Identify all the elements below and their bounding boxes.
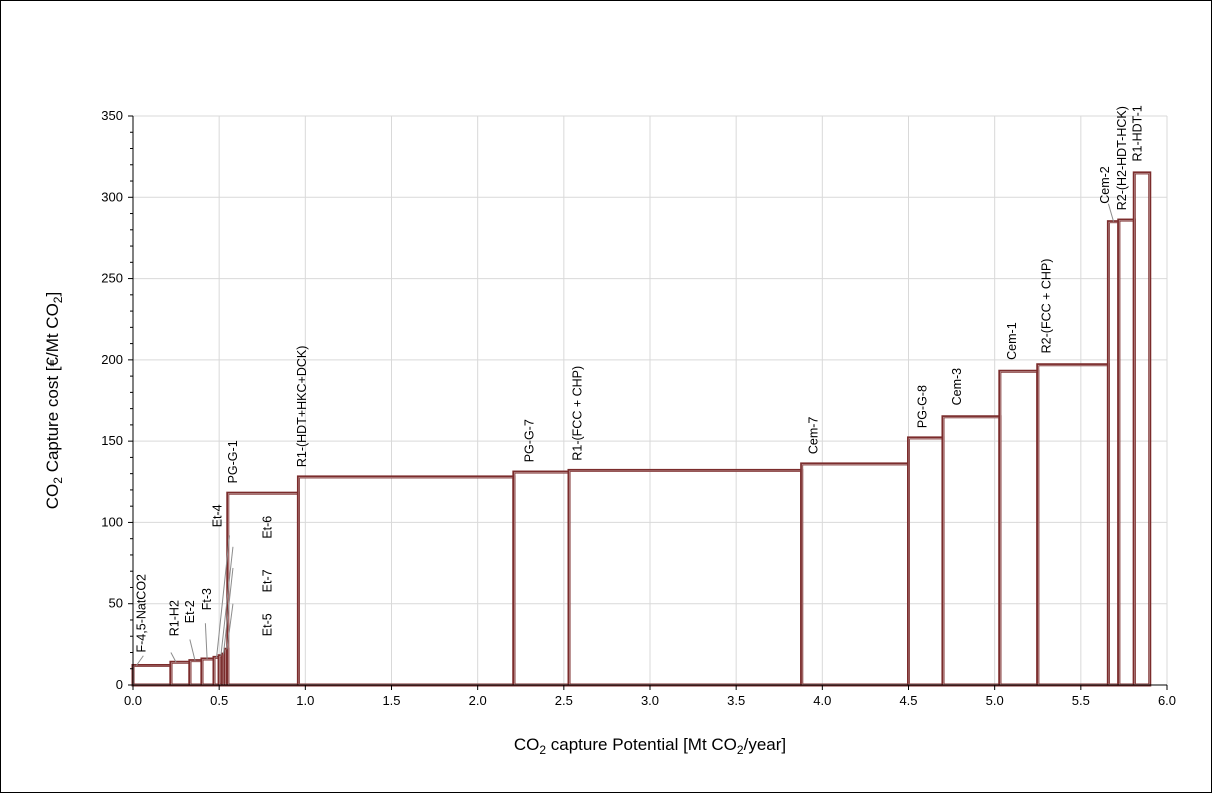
- y-tick-label: 300: [101, 189, 123, 204]
- x-tick-label: 2.0: [469, 693, 487, 708]
- bar-highlight: [190, 660, 202, 685]
- bar-label: PG-G-8: [915, 385, 929, 428]
- bar-label: Et-6: [260, 516, 274, 539]
- y-tick-labels: 0 50 100 150 200 250 300 350: [101, 108, 123, 692]
- bar-highlight: [1037, 364, 1109, 685]
- bar: [800, 462, 910, 687]
- bar-highlight: [1134, 173, 1150, 685]
- y-tick-label: 50: [109, 596, 123, 611]
- annotation-leader: [170, 652, 177, 663]
- x-tick-label: 4.0: [813, 693, 831, 708]
- bar-label: PG-G-1: [226, 440, 240, 483]
- annotation-leader: [189, 639, 196, 661]
- x-tick-label: 1.0: [296, 693, 314, 708]
- y-tick-label: 250: [101, 271, 123, 286]
- bar-label: Cem-7: [807, 417, 821, 455]
- bar: [907, 436, 945, 687]
- annotation-leader: [226, 603, 234, 650]
- bar-label: PG-G-7: [522, 419, 536, 462]
- bar-highlight: [514, 472, 569, 685]
- bar-highlight: [1108, 221, 1119, 685]
- bar-highlight: [569, 470, 802, 685]
- x-tick-label: 4.5: [899, 693, 917, 708]
- bar: [567, 468, 804, 687]
- bar-label: R1-H2: [167, 600, 181, 636]
- bar-label: R1-HDT-1: [1131, 105, 1145, 161]
- bar: [1117, 218, 1136, 687]
- bar-highlight: [1118, 220, 1135, 685]
- annotation-leader: [1107, 203, 1115, 222]
- y-axis-label: CO2 Capture cost [€/Mt CO2]: [43, 292, 65, 509]
- bar: [512, 470, 571, 687]
- y-tick-label: 350: [101, 108, 123, 123]
- axes: [128, 115, 1168, 690]
- bar: [188, 659, 204, 687]
- annotation-leader: [136, 655, 144, 666]
- x-tick-label: 3.0: [641, 693, 659, 708]
- bar-label: R2-(FCC + CHP): [1039, 259, 1053, 354]
- bar-label: R1-(FCC + CHP): [571, 366, 585, 461]
- bar-highlight: [202, 659, 214, 685]
- x-tick-label: 1.5: [382, 693, 400, 708]
- x-tick-labels: 0.0 0.5 1.0 1.5 2.0 2.5 3.0 3.5 4.0 4.5 5.0 5.5 6.0: [124, 693, 1176, 708]
- bar-label: Et-4: [210, 504, 224, 527]
- y-tick-label: 100: [101, 514, 123, 529]
- bar-label: Cem-1: [1005, 322, 1019, 360]
- bar-label: R1-(HDT+HKC+DCK): [295, 346, 309, 468]
- x-tick-label: 2.5: [555, 693, 573, 708]
- annotation-leader: [220, 546, 234, 656]
- bar-highlight: [908, 438, 943, 685]
- bar-highlight: [1000, 371, 1038, 685]
- x-tick-label: 0.5: [210, 693, 228, 708]
- bar: [1036, 363, 1110, 687]
- y-tick-label: 200: [101, 352, 123, 367]
- bar: [1132, 171, 1152, 687]
- bars-group: [131, 171, 1152, 687]
- bar-label: Cem-2: [1098, 166, 1112, 204]
- bar-label: Cem-3: [950, 368, 964, 406]
- bar: [941, 415, 1002, 687]
- bar: [131, 663, 173, 687]
- bar: [998, 369, 1040, 687]
- bar-label: Et-7: [260, 569, 274, 592]
- bar-highlight: [133, 665, 171, 685]
- bar-annotations: F-4,5-NatCO2 R1-H2 Et-2Ft-3 Et-4 Et-6 Et-7 Et-…: [135, 105, 1145, 666]
- bar-highlight: [171, 662, 190, 685]
- annotation-leader: [222, 567, 234, 655]
- x-tick-label: 5.0: [986, 693, 1004, 708]
- bar-label: Et-2: [183, 600, 197, 623]
- bar: [169, 660, 192, 687]
- bar-label: Et-5: [260, 613, 274, 636]
- bar-label: F-4,5-NatCO2: [135, 574, 149, 653]
- x-tick-label: 0.0: [124, 693, 142, 708]
- bar: [200, 657, 216, 687]
- bar: [1106, 220, 1121, 687]
- x-tick-label: 3.5: [727, 693, 745, 708]
- x-tick-label: 5.5: [1072, 693, 1090, 708]
- y-tick-label: 0: [116, 677, 123, 692]
- bar-label: Ft-3: [200, 588, 214, 610]
- bar-label: R2-(H2-HDT-HCK): [1115, 106, 1129, 210]
- x-axis-label: CO2 capture Potential [Mt CO2/year]: [514, 735, 786, 757]
- gridlines: [132, 115, 1168, 686]
- annotation-leader: [216, 535, 231, 658]
- bar-highlight: [298, 477, 514, 685]
- bar-highlight: [801, 464, 909, 685]
- annotation-leader: [204, 623, 208, 660]
- x-tick-label: 6.0: [1158, 693, 1176, 708]
- y-tick-label: 150: [101, 433, 123, 448]
- bar: [296, 475, 516, 687]
- bar-highlight: [943, 416, 1000, 685]
